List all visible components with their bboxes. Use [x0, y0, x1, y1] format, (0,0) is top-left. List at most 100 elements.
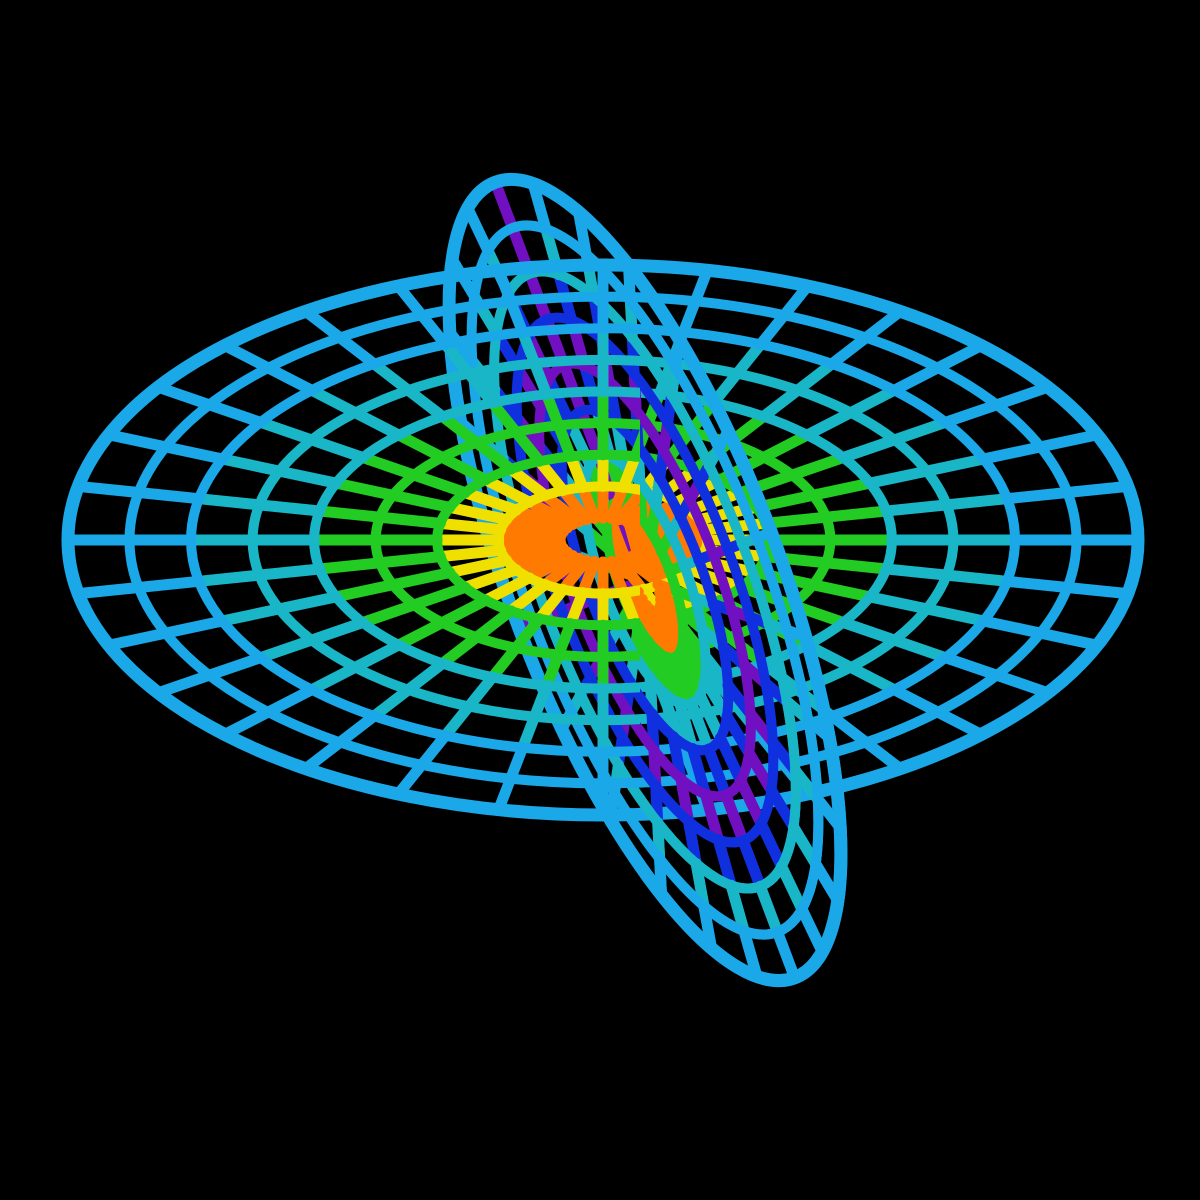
spoke-segment	[888, 634, 952, 664]
spoke-segment	[932, 706, 987, 740]
spoke-segment	[349, 639, 405, 673]
spoke-segment	[374, 551, 446, 569]
spoke-segment	[677, 742, 701, 785]
spoke-segment	[262, 362, 318, 396]
spoke-segment	[330, 579, 399, 603]
spoke-segment	[393, 617, 448, 651]
spoke-segment	[160, 441, 228, 465]
spoke-segment	[941, 569, 1013, 587]
spoke-segment	[253, 563, 326, 581]
spoke-segment	[1061, 480, 1134, 499]
spoke-segment	[534, 584, 569, 625]
spoke-segment	[888, 362, 944, 396]
ring	[640, 496, 689, 664]
spoke-segment	[731, 338, 767, 380]
spoke-segment	[539, 552, 585, 591]
ring	[640, 358, 756, 802]
spoke-segment	[501, 513, 569, 538]
spoke-segment	[393, 429, 448, 463]
spoke-segment	[103, 627, 172, 651]
spoke-segment	[334, 710, 380, 748]
spoke-segment	[991, 669, 1054, 699]
spoke-segment	[444, 501, 513, 525]
spoke-segment	[1034, 429, 1103, 453]
spoke-segment	[694, 689, 726, 744]
spoke-segment	[565, 450, 589, 493]
spoke-segment	[807, 477, 876, 501]
spoke-segment	[864, 465, 933, 489]
spoke-segment	[254, 416, 318, 446]
spoke-segment	[505, 295, 529, 338]
spoke-segment	[262, 684, 318, 718]
spoke-segment	[306, 661, 361, 696]
spoke-segment	[72, 480, 145, 499]
spoke-segment	[940, 399, 1003, 428]
spoke-segment	[330, 477, 399, 501]
spoke-segment	[826, 710, 872, 748]
spoke-segment	[703, 743, 732, 801]
spoke-segment	[760, 511, 832, 529]
spoke-segment	[837, 617, 900, 646]
spoke-segment	[471, 605, 517, 643]
spoke-segment	[486, 642, 522, 683]
spoke-segment	[755, 818, 788, 872]
spoke-segment	[771, 926, 801, 984]
spoke-segment	[714, 732, 747, 787]
spoke-segment	[888, 684, 944, 718]
spoke-segment	[921, 453, 990, 477]
spoke-segment	[940, 652, 1003, 681]
spoke-segment	[888, 416, 952, 446]
spoke-segment	[510, 426, 546, 467]
spoke-segment	[463, 671, 498, 712]
spoke-segment	[505, 579, 551, 617]
spoke-segment	[203, 399, 266, 428]
ring	[640, 260, 824, 940]
spoke-segment	[357, 451, 420, 481]
spoke-segment	[693, 555, 762, 579]
spoke-segment	[529, 680, 553, 723]
spoke-segment	[459, 564, 522, 593]
spoke-segment	[685, 697, 715, 755]
spoke-segment	[72, 581, 145, 600]
spoke-segment	[436, 631, 483, 669]
spoke-segment	[133, 487, 205, 505]
spoke-segment	[801, 407, 857, 441]
spoke-segment	[368, 684, 414, 722]
ring	[640, 312, 779, 848]
spoke-segment	[978, 441, 1046, 465]
spoke-segment	[387, 567, 456, 591]
spoke-segment	[617, 450, 641, 493]
spoke-segment	[133, 575, 205, 593]
spoke-segment	[826, 332, 872, 370]
spoke-segment	[216, 453, 285, 477]
spoke-segment	[677, 295, 701, 338]
spoke-segment	[368, 358, 414, 396]
spoke-segment	[674, 647, 706, 701]
ring	[247, 354, 959, 726]
spoke-segment	[349, 407, 405, 441]
ring	[640, 266, 801, 894]
spoke-segment	[577, 481, 601, 524]
spoke-segment	[991, 381, 1054, 411]
spoke-segment	[605, 481, 629, 524]
spoke-segment	[864, 591, 933, 615]
spoke-segment	[755, 309, 790, 350]
spoke-segment	[408, 469, 471, 499]
spoke-segment	[387, 489, 456, 513]
spoke-segment	[517, 711, 541, 754]
spoke-segment	[434, 517, 507, 536]
spoke-segment	[523, 550, 579, 584]
spoke-segment	[880, 499, 953, 517]
spoke-segment	[674, 697, 699, 755]
spoke-segment	[510, 546, 573, 576]
spoke-segment	[416, 730, 451, 771]
rim-ring	[61, 258, 1145, 822]
ring	[640, 450, 711, 710]
spoke-segment	[219, 706, 274, 740]
spoke-segment	[837, 434, 900, 463]
spoke-segment	[978, 615, 1046, 639]
spoke-segment	[306, 384, 361, 419]
vertical-disk-front-half	[640, 260, 848, 988]
spoke-segment	[306, 617, 369, 646]
